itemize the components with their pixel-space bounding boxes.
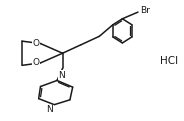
Text: O: O xyxy=(33,58,40,67)
Text: HCl: HCl xyxy=(160,56,178,65)
Text: N: N xyxy=(58,71,65,80)
Text: Br: Br xyxy=(140,6,150,15)
Text: O: O xyxy=(33,39,40,48)
Text: N: N xyxy=(47,105,53,114)
